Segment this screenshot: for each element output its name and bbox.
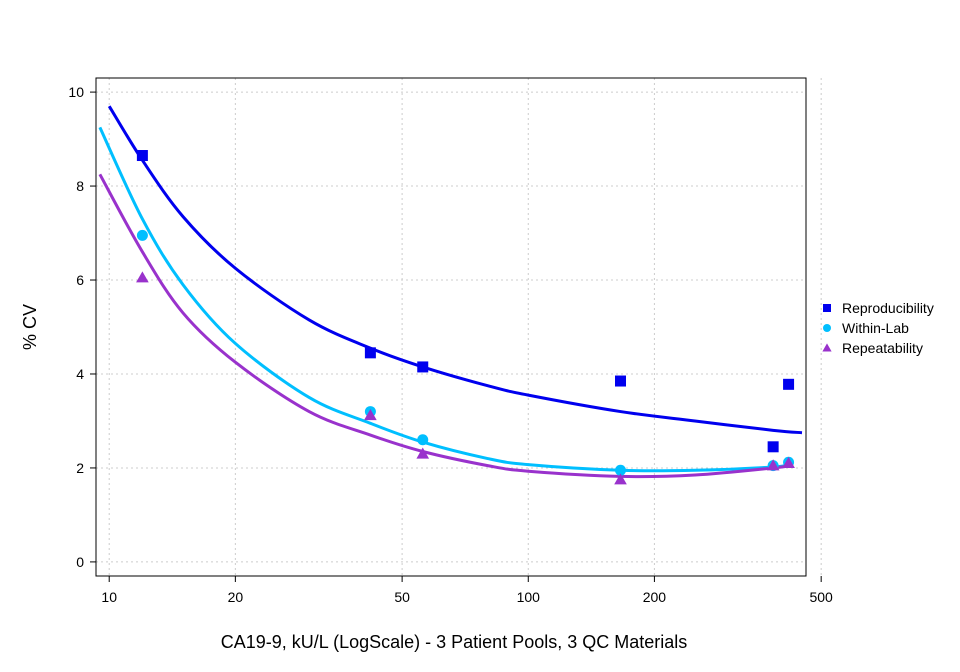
legend: Reproducibility Within-Lab Repeatability xyxy=(822,300,934,356)
y-tick-label-10: 10 xyxy=(68,84,84,100)
y-tick-label-4: 4 xyxy=(76,366,84,382)
plot-frame xyxy=(95,77,807,577)
point-within-lab-0 xyxy=(136,229,148,241)
x-axis-title: CA19-9, kU/L (LogScale) - 3 Patient Pool… xyxy=(221,632,688,652)
x-axis: 10 20 50 100 200 500 xyxy=(101,576,833,605)
y-axis: 0 2 4 6 8 10 xyxy=(68,84,96,570)
point-repeatability-0 xyxy=(136,271,149,283)
point-repeatability-3 xyxy=(614,473,627,485)
point-repeatability-4 xyxy=(766,459,780,471)
x-tick-label-200: 200 xyxy=(643,589,667,605)
point-repeatability-1 xyxy=(364,408,377,421)
point-within-lab-3 xyxy=(615,464,627,476)
y-tick-label-8: 8 xyxy=(76,178,84,194)
grid-lines xyxy=(96,78,822,576)
x-tick-label-50: 50 xyxy=(394,589,410,605)
point-reproducibility-3 xyxy=(615,375,627,387)
y-tick-label-6: 6 xyxy=(76,272,84,288)
point-reproducibility-2 xyxy=(417,361,429,373)
x-tick-label-100: 100 xyxy=(517,589,541,605)
legend-label-within-lab: Within-Lab xyxy=(842,320,909,336)
legend-marker-within-lab xyxy=(823,324,831,332)
legend-marker-reproducibility xyxy=(823,304,831,312)
point-repeatability-5 xyxy=(782,456,795,468)
point-reproducibility-1 xyxy=(364,347,376,359)
point-within-lab-2 xyxy=(417,434,429,446)
y-tick-label-0: 0 xyxy=(76,554,84,570)
point-repeatability-2 xyxy=(416,447,430,459)
y-tick-label-2: 2 xyxy=(76,460,84,476)
legend-label-repeatability: Repeatability xyxy=(842,340,923,356)
legend-label-reproducibility: Reproducibility xyxy=(842,300,934,316)
point-reproducibility-0 xyxy=(136,150,148,162)
fit-curves xyxy=(98,105,803,479)
legend-marker-repeatability xyxy=(822,343,832,352)
point-reproducibility-5 xyxy=(783,378,795,390)
x-tick-label-10: 10 xyxy=(101,589,117,605)
fit-curve-repeatability xyxy=(98,173,790,479)
point-reproducibility-4 xyxy=(767,441,779,453)
x-tick-label-500: 500 xyxy=(809,589,833,605)
fit-curve-reproducibility xyxy=(107,105,803,435)
x-tick-label-20: 20 xyxy=(228,589,244,605)
y-axis-title: % CV xyxy=(20,304,40,350)
data-points xyxy=(136,150,795,485)
